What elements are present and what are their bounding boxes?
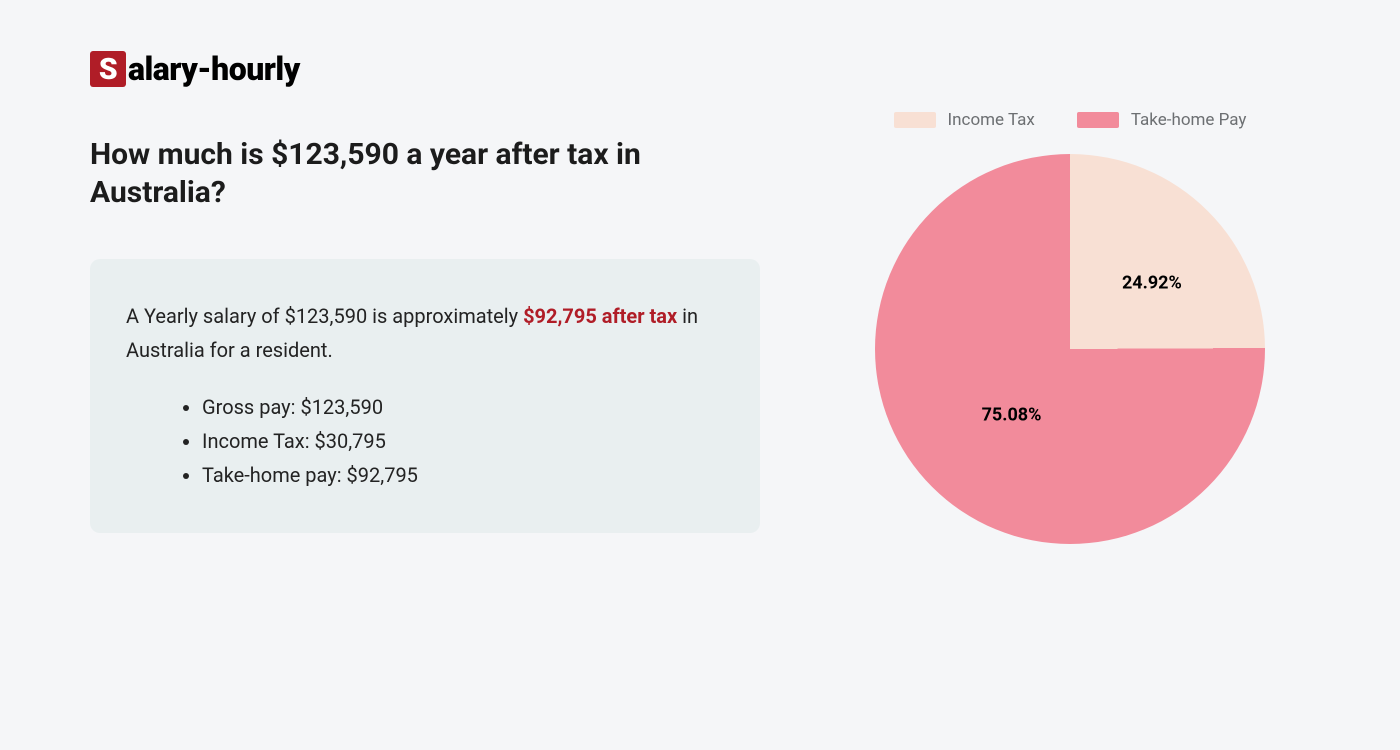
summary-card: A Yearly salary of $123,590 is approxima… bbox=[90, 259, 760, 533]
pie-graphic bbox=[875, 154, 1265, 544]
logo-badge: S bbox=[90, 51, 126, 87]
list-item: Income Tax: $30,795 bbox=[202, 429, 724, 453]
legend-item-income-tax: Income Tax bbox=[894, 110, 1035, 130]
left-column: Salary-hourly How much is $123,590 a yea… bbox=[90, 50, 760, 544]
summary-list: Gross pay: $123,590 Income Tax: $30,795 … bbox=[126, 395, 724, 487]
pie-label-take-home: 75.08% bbox=[982, 405, 1042, 426]
logo-text: alary-hourly bbox=[128, 50, 300, 88]
list-item: Gross pay: $123,590 bbox=[202, 395, 724, 419]
pie-chart: 24.92% 75.08% bbox=[875, 154, 1265, 544]
legend-label: Take-home Pay bbox=[1131, 110, 1247, 130]
legend-swatch bbox=[894, 112, 936, 128]
right-column: Income Tax Take-home Pay 24.92% 75.08% bbox=[830, 50, 1310, 544]
pie-label-income-tax: 24.92% bbox=[1122, 272, 1182, 293]
summary-prefix: A Yearly salary of $123,590 is approxima… bbox=[126, 304, 523, 328]
legend-item-take-home: Take-home Pay bbox=[1077, 110, 1247, 130]
summary-highlight: $92,795 after tax bbox=[523, 304, 677, 328]
page-container: Salary-hourly How much is $123,590 a yea… bbox=[0, 0, 1400, 594]
chart-legend: Income Tax Take-home Pay bbox=[894, 110, 1247, 130]
page-title: How much is $123,590 a year after tax in… bbox=[90, 136, 660, 211]
legend-label: Income Tax bbox=[948, 110, 1035, 130]
legend-swatch bbox=[1077, 112, 1119, 128]
logo: Salary-hourly bbox=[90, 50, 760, 88]
list-item: Take-home pay: $92,795 bbox=[202, 463, 724, 487]
summary-text: A Yearly salary of $123,590 is approxima… bbox=[126, 299, 724, 367]
